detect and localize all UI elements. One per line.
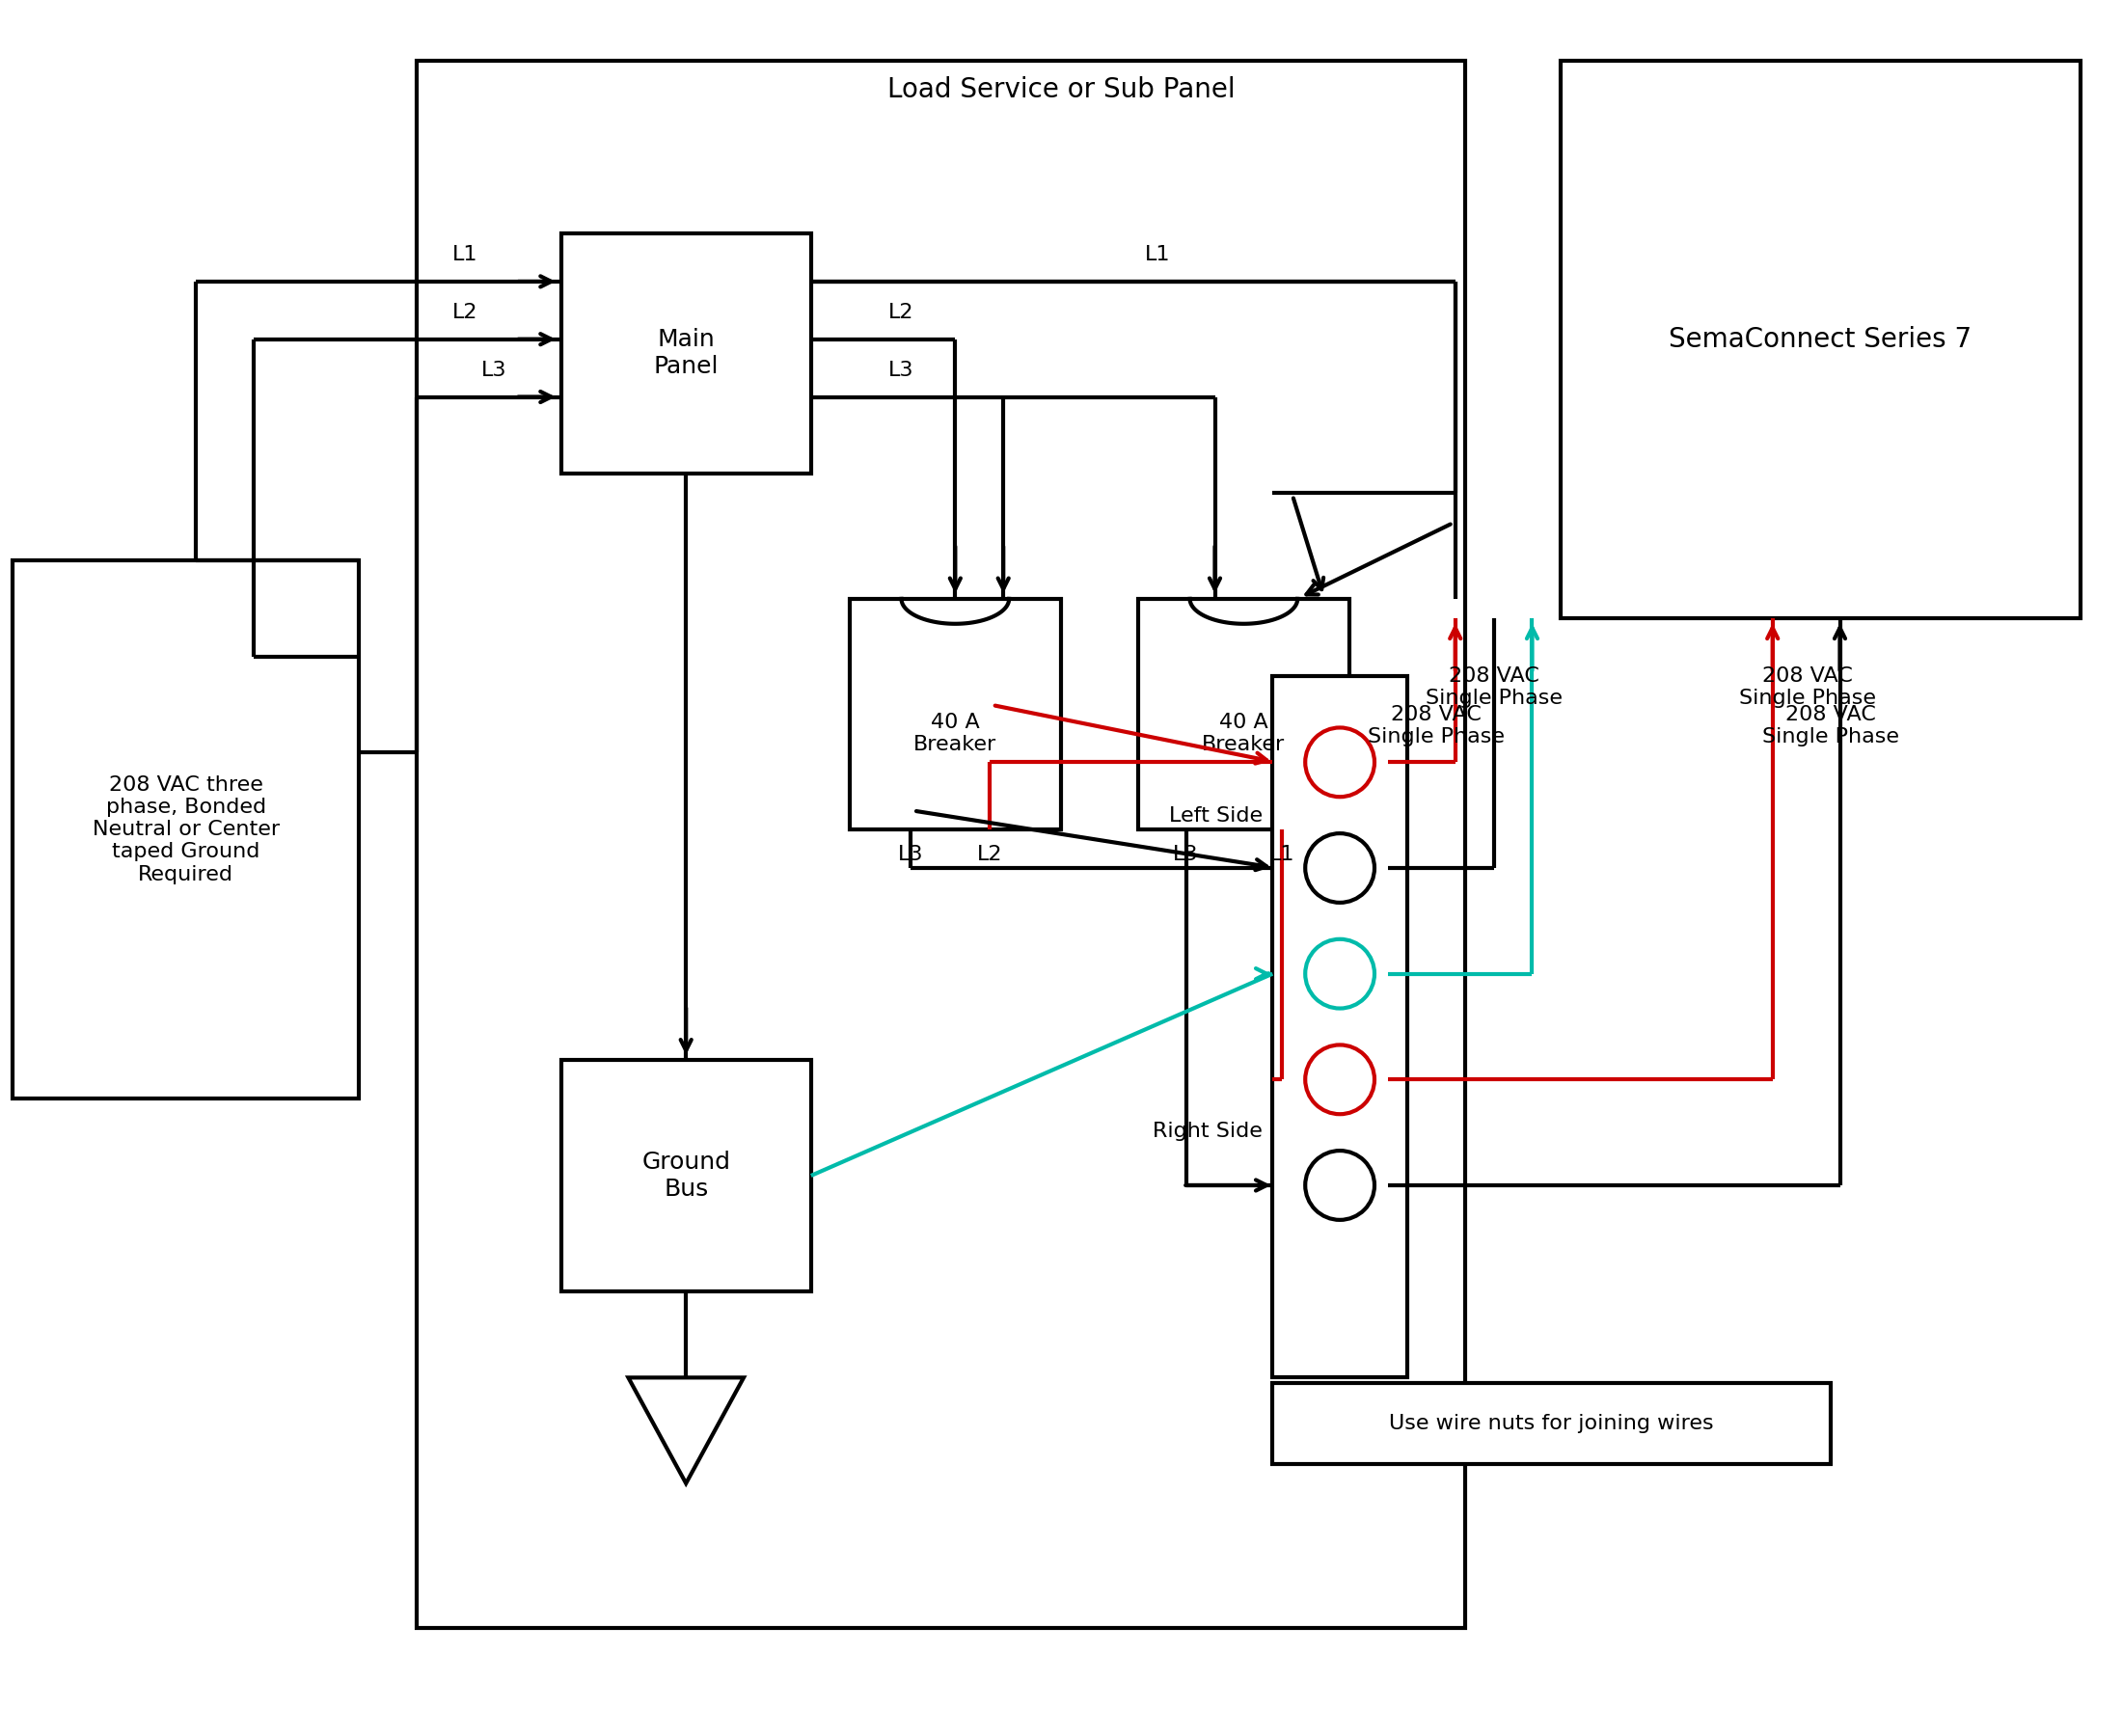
Circle shape — [1305, 1151, 1375, 1220]
Text: 208 VAC three
phase, Bonded
Neutral or Center
taped Ground
Required: 208 VAC three phase, Bonded Neutral or C… — [93, 776, 280, 884]
Text: 208 VAC
Single Phase: 208 VAC Single Phase — [1426, 667, 1562, 708]
Bar — [1273, 1384, 1831, 1463]
Circle shape — [1305, 939, 1375, 1009]
Text: L3: L3 — [1173, 845, 1199, 865]
Text: 208 VAC
Single Phase: 208 VAC Single Phase — [1761, 705, 1899, 746]
Text: 40 A
Breaker: 40 A Breaker — [915, 712, 997, 753]
Circle shape — [1305, 1045, 1375, 1115]
Bar — [13, 561, 359, 1099]
Text: L1: L1 — [1269, 845, 1294, 865]
Text: L3: L3 — [482, 361, 507, 380]
Text: Use wire nuts for joining wires: Use wire nuts for joining wires — [1390, 1415, 1715, 1434]
Circle shape — [1305, 833, 1375, 903]
Text: L3: L3 — [898, 845, 923, 865]
Text: Load Service or Sub Panel: Load Service or Sub Panel — [887, 76, 1235, 102]
Bar — [560, 1061, 811, 1292]
Bar — [1273, 675, 1407, 1378]
Text: 208 VAC
Single Phase: 208 VAC Single Phase — [1367, 705, 1504, 746]
Text: L2: L2 — [887, 302, 912, 321]
Circle shape — [1305, 727, 1375, 797]
Bar — [1562, 61, 2080, 618]
Text: Left Side: Left Side — [1169, 807, 1263, 826]
Text: L1: L1 — [452, 245, 477, 264]
Text: L2: L2 — [976, 845, 1002, 865]
Bar — [1137, 599, 1350, 830]
Text: Main
Panel: Main Panel — [654, 328, 719, 378]
Text: SemaConnect Series 7: SemaConnect Series 7 — [1670, 326, 1971, 352]
Text: 208 VAC
Single Phase: 208 VAC Single Phase — [1738, 667, 1876, 708]
Text: Ground
Bus: Ground Bus — [641, 1151, 730, 1201]
Text: 40 A
Breaker: 40 A Breaker — [1201, 712, 1286, 753]
Text: L3: L3 — [887, 361, 912, 380]
Bar — [416, 61, 1464, 1628]
Bar — [849, 599, 1061, 830]
Text: L1: L1 — [1144, 245, 1169, 264]
Text: L2: L2 — [452, 302, 477, 321]
Bar — [560, 233, 811, 474]
Text: Right Side: Right Side — [1152, 1121, 1263, 1141]
